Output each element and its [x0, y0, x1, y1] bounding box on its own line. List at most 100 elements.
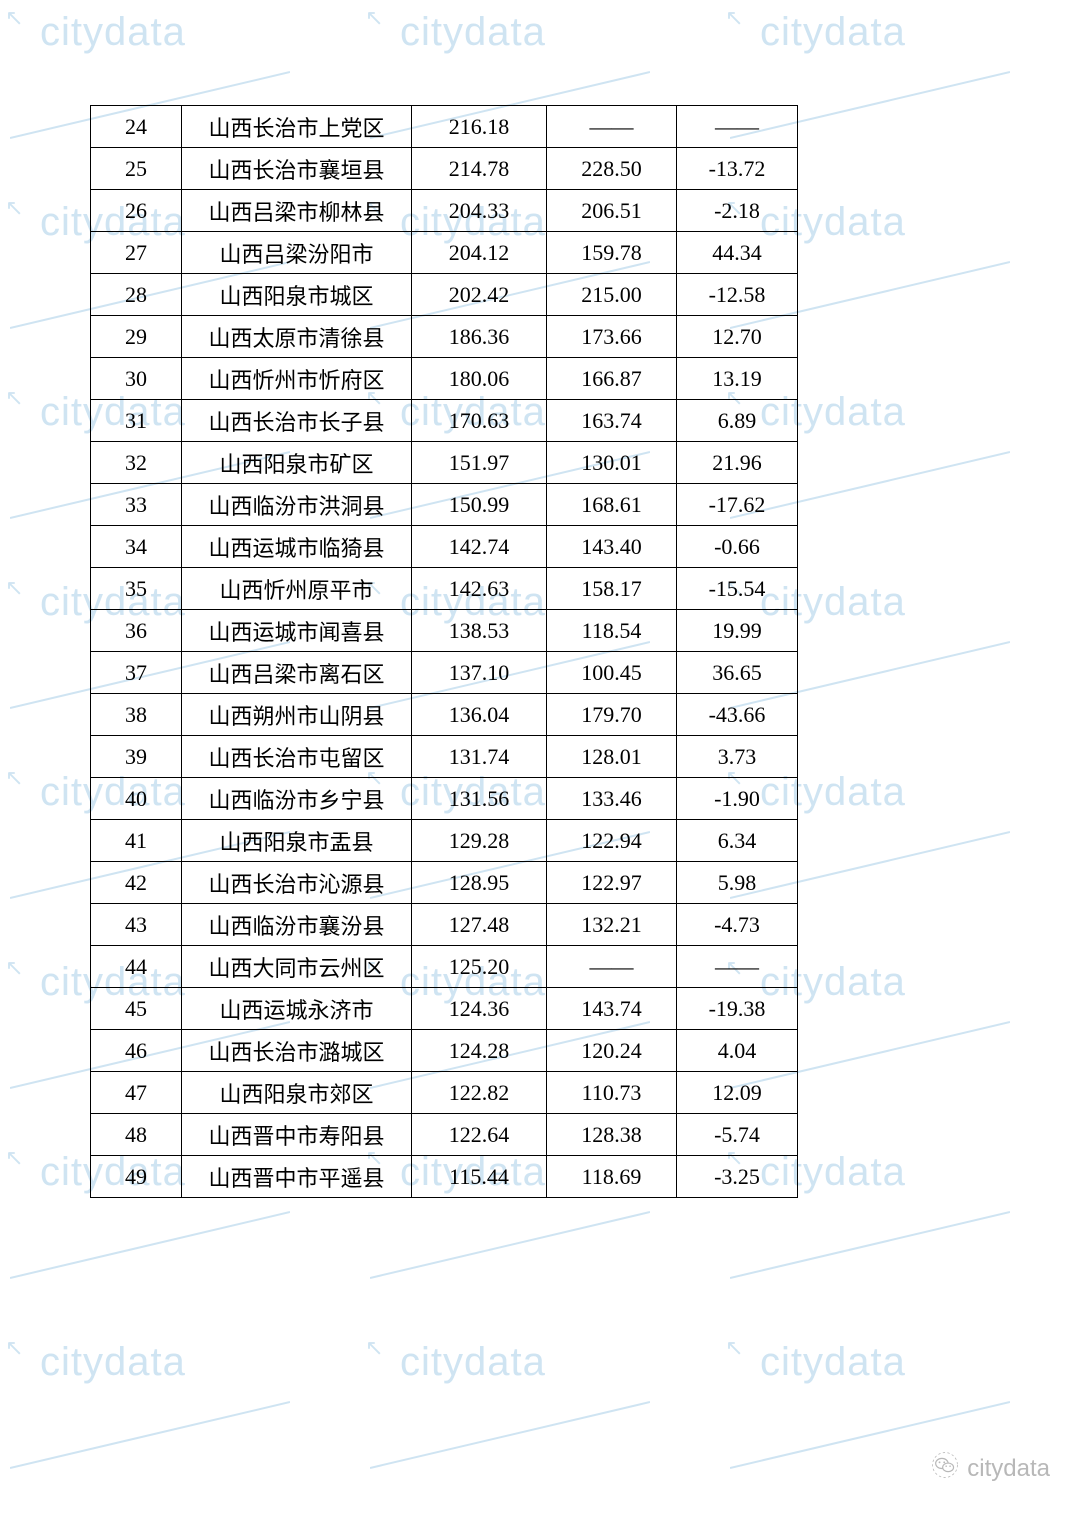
- rank-cell: 35: [91, 568, 182, 610]
- value-b-cell: 173.66: [547, 316, 677, 358]
- rank-cell: 38: [91, 694, 182, 736]
- region-cell: 山西长治市上党区: [182, 106, 412, 148]
- watermark-cell: ↖citydata: [720, 1330, 1080, 1520]
- region-cell: 山西运城永济市: [182, 988, 412, 1030]
- watermark-arrow-icon: ↖: [5, 575, 23, 601]
- table-row: 39山西长治市屯留区131.74128.013.73: [91, 736, 798, 778]
- table-row: 48山西晋中市寿阳县122.64128.38-5.74: [91, 1114, 798, 1156]
- table-row: 43山西临汾市襄汾县127.48132.21-4.73: [91, 904, 798, 946]
- watermark-cell: ↖citydata: [0, 1330, 360, 1520]
- region-cell: 山西晋中市平遥县: [182, 1156, 412, 1198]
- table-row: 49山西晋中市平遥县115.44118.69-3.25: [91, 1156, 798, 1198]
- rank-cell: 46: [91, 1030, 182, 1072]
- table-row: 28山西阳泉市城区202.42215.00-12.58: [91, 274, 798, 316]
- rank-cell: 36: [91, 610, 182, 652]
- table-row: 37山西吕梁市离石区137.10100.4536.65: [91, 652, 798, 694]
- table-row: 38山西朔州市山阴县136.04179.70-43.66: [91, 694, 798, 736]
- table-row: 29山西太原市清徐县186.36173.6612.70: [91, 316, 798, 358]
- diff-cell: -17.62: [677, 484, 798, 526]
- watermark-arrow-icon: ↖: [5, 385, 23, 411]
- value-b-cell: 163.74: [547, 400, 677, 442]
- diff-cell: -15.54: [677, 568, 798, 610]
- region-cell: 山西临汾市洪洞县: [182, 484, 412, 526]
- rank-cell: 45: [91, 988, 182, 1030]
- watermark-text: citydata: [760, 10, 906, 55]
- value-a-cell: 186.36: [412, 316, 547, 358]
- value-b-cell: 132.21: [547, 904, 677, 946]
- watermark-arrow-icon: ↖: [725, 1335, 743, 1361]
- diff-cell: 19.99: [677, 610, 798, 652]
- value-b-cell: 133.46: [547, 778, 677, 820]
- value-a-cell: 204.12: [412, 232, 547, 274]
- diff-cell: ——: [677, 946, 798, 988]
- table-row: 24山西长治市上党区216.18————: [91, 106, 798, 148]
- value-a-cell: 131.74: [412, 736, 547, 778]
- rank-cell: 43: [91, 904, 182, 946]
- table-row: 46山西长治市潞城区124.28120.244.04: [91, 1030, 798, 1072]
- rank-cell: 32: [91, 442, 182, 484]
- value-a-cell: 170.63: [412, 400, 547, 442]
- region-cell: 山西吕梁市柳林县: [182, 190, 412, 232]
- rank-cell: 37: [91, 652, 182, 694]
- rank-cell: 41: [91, 820, 182, 862]
- value-a-cell: 125.20: [412, 946, 547, 988]
- value-b-cell: 118.54: [547, 610, 677, 652]
- value-a-cell: 115.44: [412, 1156, 547, 1198]
- data-table-body: 24山西长治市上党区216.18————25山西长治市襄垣县214.78228.…: [91, 106, 798, 1198]
- region-cell: 山西阳泉市郊区: [182, 1072, 412, 1114]
- table-row: 36山西运城市闻喜县138.53118.5419.99: [91, 610, 798, 652]
- region-cell: 山西长治市襄垣县: [182, 148, 412, 190]
- value-a-cell: 214.78: [412, 148, 547, 190]
- data-table: 24山西长治市上党区216.18————25山西长治市襄垣县214.78228.…: [90, 105, 798, 1198]
- value-b-cell: 143.40: [547, 526, 677, 568]
- value-a-cell: 129.28: [412, 820, 547, 862]
- table-row: 33山西临汾市洪洞县150.99168.61-17.62: [91, 484, 798, 526]
- table-row: 32山西阳泉市矿区151.97130.0121.96: [91, 442, 798, 484]
- diff-cell: -0.66: [677, 526, 798, 568]
- table-row: 26山西吕梁市柳林县204.33206.51-2.18: [91, 190, 798, 232]
- region-cell: 山西临汾市襄汾县: [182, 904, 412, 946]
- watermark-cell: ↖citydata: [360, 1330, 720, 1520]
- region-cell: 山西运城市临猗县: [182, 526, 412, 568]
- region-cell: 山西忻州市忻府区: [182, 358, 412, 400]
- value-b-cell: 228.50: [547, 148, 677, 190]
- value-a-cell: 150.99: [412, 484, 547, 526]
- value-a-cell: 142.74: [412, 526, 547, 568]
- watermark-arrow-icon: ↖: [365, 5, 383, 31]
- region-cell: 山西太原市清徐县: [182, 316, 412, 358]
- value-b-cell: 168.61: [547, 484, 677, 526]
- diff-cell: -12.58: [677, 274, 798, 316]
- value-b-cell: 122.94: [547, 820, 677, 862]
- value-b-cell: 120.24: [547, 1030, 677, 1072]
- watermark-arrow-icon: ↖: [5, 195, 23, 221]
- value-a-cell: 142.63: [412, 568, 547, 610]
- region-cell: 山西临汾市乡宁县: [182, 778, 412, 820]
- value-b-cell: 122.97: [547, 862, 677, 904]
- diff-cell: -1.90: [677, 778, 798, 820]
- diff-cell: 12.09: [677, 1072, 798, 1114]
- diff-cell: 13.19: [677, 358, 798, 400]
- value-b-cell: 128.38: [547, 1114, 677, 1156]
- watermark-arrow-icon: ↖: [5, 5, 23, 31]
- value-b-cell: 128.01: [547, 736, 677, 778]
- value-a-cell: 124.28: [412, 1030, 547, 1072]
- table-row: 47山西阳泉市郊区122.82110.7312.09: [91, 1072, 798, 1114]
- value-a-cell: 151.97: [412, 442, 547, 484]
- value-b-cell: ——: [547, 946, 677, 988]
- value-b-cell: 118.69: [547, 1156, 677, 1198]
- diff-cell: 44.34: [677, 232, 798, 274]
- rank-cell: 47: [91, 1072, 182, 1114]
- rank-cell: 31: [91, 400, 182, 442]
- region-cell: 山西运城市闻喜县: [182, 610, 412, 652]
- diff-cell: -19.38: [677, 988, 798, 1030]
- region-cell: 山西长治市屯留区: [182, 736, 412, 778]
- value-a-cell: 131.56: [412, 778, 547, 820]
- value-b-cell: 100.45: [547, 652, 677, 694]
- table-row: 25山西长治市襄垣县214.78228.50-13.72: [91, 148, 798, 190]
- value-a-cell: 122.64: [412, 1114, 547, 1156]
- table-row: 45山西运城永济市124.36143.74-19.38: [91, 988, 798, 1030]
- value-a-cell: 136.04: [412, 694, 547, 736]
- diff-cell: 21.96: [677, 442, 798, 484]
- value-b-cell: 166.87: [547, 358, 677, 400]
- table-row: 40山西临汾市乡宁县131.56133.46-1.90: [91, 778, 798, 820]
